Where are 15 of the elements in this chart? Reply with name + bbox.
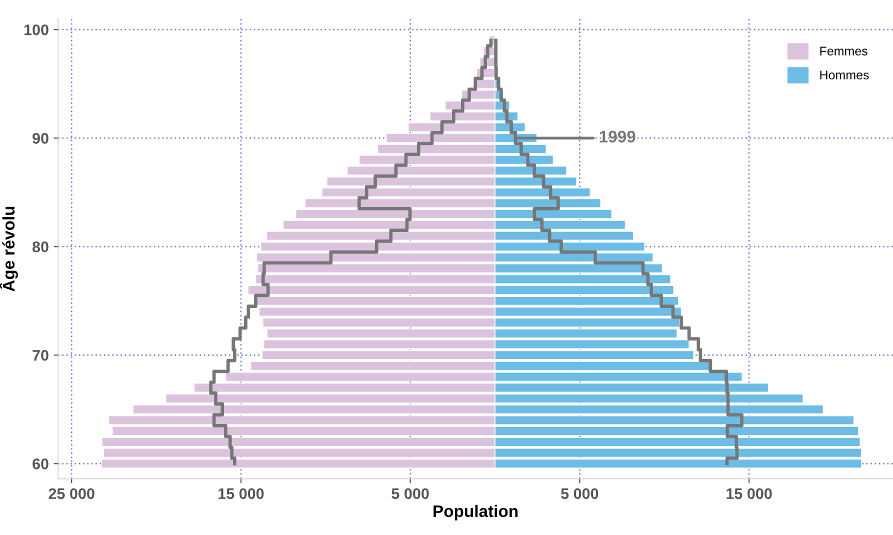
y-tick-label: 90 <box>32 132 48 144</box>
y-tick-label: 70 <box>32 350 48 361</box>
x-tick-label: 5 000 <box>561 488 598 500</box>
legend-label: 1999 <box>600 130 636 143</box>
y-tick-label: 80 <box>32 241 48 252</box>
y-axis-title: Âge révolu <box>0 206 18 292</box>
legend-label: Femmes <box>820 46 868 56</box>
x-axis-title: Population <box>434 504 518 520</box>
legend-label: Hommes <box>820 70 869 80</box>
y-tick-label: 100 <box>24 24 48 36</box>
x-tick-label: 5 000 <box>392 488 429 500</box>
x-tick-label: 25 000 <box>48 488 94 500</box>
x-tick-label: 15 000 <box>218 488 264 500</box>
x-tick-label: 15 000 <box>726 488 772 500</box>
y-tick-label: 60 <box>32 458 48 470</box>
